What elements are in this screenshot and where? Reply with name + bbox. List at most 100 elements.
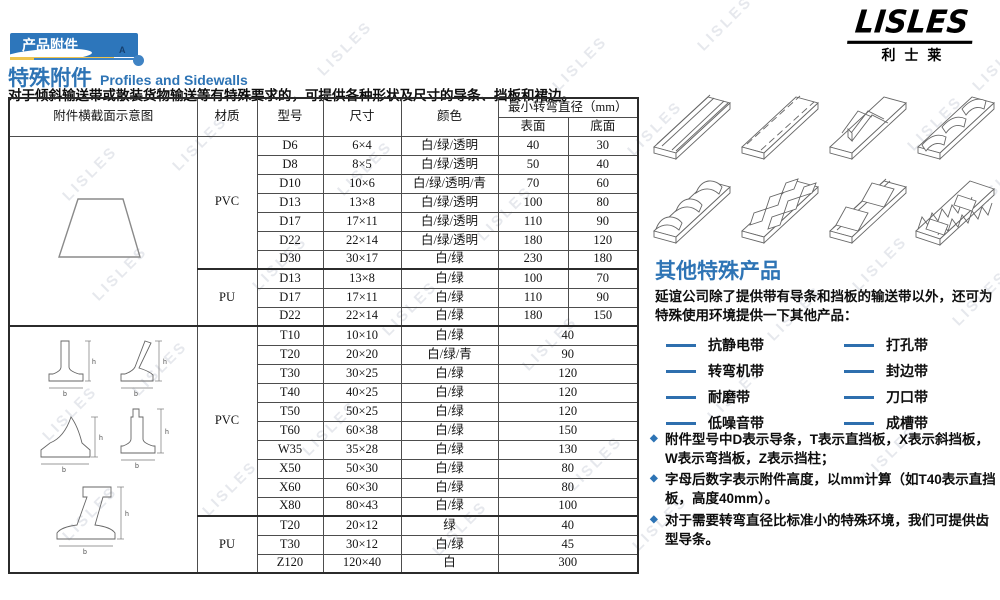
material-cell: PVC <box>196 135 258 270</box>
diameter-cell: 40 <box>497 325 639 346</box>
color-cell: 白/绿 <box>400 458 499 479</box>
size-cell: 22×14 <box>322 306 402 327</box>
table-row: D22 22×14 白/绿 180 150 <box>9 306 639 327</box>
surface-cell: 180 <box>497 230 569 251</box>
dash-icon <box>844 421 874 425</box>
profiles-table-wrap: 附件横截面示意图 材质 型号 尺寸 颜色 最小转弯直径（mm） 表面 底面 PV… <box>8 97 639 574</box>
model-cell: X60 <box>256 477 324 498</box>
company-logo: LISLES 利士莱 <box>846 4 976 65</box>
surface-cell: 180 <box>497 306 569 327</box>
belt-drawing-curved-cleats <box>917 96 995 161</box>
color-cell: 白/绿 <box>400 382 499 403</box>
header-model: 型号 <box>256 97 324 137</box>
model-cell: D13 <box>256 268 324 289</box>
table-header-row: 附件横截面示意图 材质 型号 尺寸 颜色 最小转弯直径（mm） <box>8 97 639 137</box>
size-cell: 50×25 <box>322 401 402 422</box>
model-cell: D6 <box>256 135 324 156</box>
size-cell: 22×14 <box>322 230 402 251</box>
product-label: 耐磨带 <box>708 389 750 405</box>
slanted-cleat-glyph: h b <box>120 340 167 398</box>
model-cell: D30 <box>256 249 324 270</box>
dash-icon <box>844 395 874 399</box>
model-cell: T50 <box>256 401 324 422</box>
size-cell: 60×38 <box>322 420 402 441</box>
dash-icon <box>666 369 696 373</box>
surface-cell: 100 <box>497 192 569 213</box>
diameter-cell: 100 <box>497 496 639 517</box>
diameter-cell: 120 <box>497 382 639 403</box>
size-cell: 120×40 <box>322 553 402 574</box>
table-row: h b h b h b <box>8 325 639 574</box>
product-item: 成槽带 <box>836 410 1000 436</box>
dash-icon <box>844 343 874 347</box>
surface-cell: 110 <box>497 287 569 308</box>
model-cell: W35 <box>256 439 324 460</box>
watermark-text: LISLES <box>314 17 377 80</box>
model-cell: T40 <box>256 382 324 403</box>
color-cell: 白/绿/青 <box>400 344 499 365</box>
dash-icon <box>666 343 696 347</box>
size-cell: 30×12 <box>322 534 402 555</box>
diameter-cell: 45 <box>497 534 639 555</box>
svg-text:b: b <box>134 391 138 398</box>
model-cell: T20 <box>256 344 324 365</box>
color-cell: 白/绿 <box>400 287 499 308</box>
products-column-left: 抗静电带 转弯机带 耐磨带 低噪音带 <box>658 332 828 436</box>
surface-cell: 50 <box>497 154 569 175</box>
size-cell: 50×30 <box>322 458 402 479</box>
belt-drawing-paired-tabs <box>741 178 819 245</box>
footnote-item: 附件型号中D表示导条，T表示直挡板，X表示斜挡板，W表示弯挡板，Z表示挡柱； <box>650 430 1000 468</box>
size-cell: 13×8 <box>322 268 402 289</box>
product-item: 刀口带 <box>836 384 1000 410</box>
cleat-profiles-cross-sections: h b h b h b <box>40 340 169 556</box>
banner-marker: A <box>119 45 126 55</box>
other-products-heading: 其他特殊产品 <box>655 260 781 283</box>
footnotes-list: 附件型号中D表示导条，T表示直挡板，X表示斜挡板，W表示弯挡板，Z表示挡柱；字母… <box>650 430 1000 551</box>
svg-text:h: h <box>99 435 103 442</box>
conveyor-profile-drawings <box>653 94 995 247</box>
material-cell: PU <box>196 268 258 327</box>
table-row: D22 22×14 白/绿/透明 180 120 <box>9 230 639 251</box>
curved-cleat-glyph: h b <box>40 415 103 474</box>
size-cell: 35×28 <box>322 439 402 460</box>
color-cell: 白/绿/透明 <box>400 154 499 175</box>
model-cell: T20 <box>256 515 324 536</box>
svg-text:b: b <box>63 391 67 398</box>
watermark-text: LISLES <box>694 0 757 55</box>
svg-text:h: h <box>165 429 169 436</box>
table-row: W35 35×28 白/绿 130 <box>9 439 639 460</box>
belt-drawing-chevron-cleats <box>829 96 907 161</box>
header-diagram: 附件横截面示意图 <box>8 97 198 137</box>
color-cell: 白/绿 <box>400 268 499 289</box>
size-cell: 8×5 <box>322 154 402 175</box>
color-cell: 白/绿/透明 <box>400 192 499 213</box>
svg-text:h: h <box>163 359 167 366</box>
size-cell: 60×30 <box>322 477 402 498</box>
color-cell: 白/绿 <box>400 401 499 422</box>
belt-drawing-segmented-guides <box>741 95 819 161</box>
table-row: D17 17×11 白/绿 110 90 <box>9 287 639 308</box>
size-cell: 17×11 <box>322 287 402 308</box>
bottom-cell: 90 <box>567 287 639 308</box>
other-products-intro: 延谊公司除了提供带有导条和挡板的输送带以外，还可为特殊使用环境提供一下其他产品： <box>655 289 993 323</box>
product-label: 打孔带 <box>886 337 928 353</box>
belt-drawing-wave-cleats <box>653 180 731 245</box>
model-cell: D22 <box>256 306 324 327</box>
logo-chinese-name: 利士莱 <box>881 47 951 63</box>
belt-drawing-slanted-cleats <box>829 178 907 245</box>
surface-cell: 40 <box>497 135 569 156</box>
size-cell: 20×20 <box>322 344 402 365</box>
diameter-cell: 150 <box>497 420 639 441</box>
section-title: 特殊附件 Profiles and Sidewalls <box>8 62 248 92</box>
size-cell: 20×12 <box>322 515 402 536</box>
title-chinese: 特殊附件 <box>8 67 92 90</box>
bottom-cell: 70 <box>567 268 639 289</box>
svg-text:h: h <box>125 511 129 518</box>
diameter-cell: 120 <box>497 363 639 384</box>
table-subheader-row: 表面 底面 <box>9 116 639 137</box>
logo-wordmark: LISLES <box>846 4 976 44</box>
profiles-table-body: PVC D6 6×4 白/绿/透明 40 30 D8 8×5 白/绿/透明 50 40 D10 10×6… <box>8 135 639 574</box>
header-bottom: 底面 <box>567 116 639 137</box>
model-cell: T60 <box>256 420 324 441</box>
model-cell: D13 <box>256 192 324 213</box>
